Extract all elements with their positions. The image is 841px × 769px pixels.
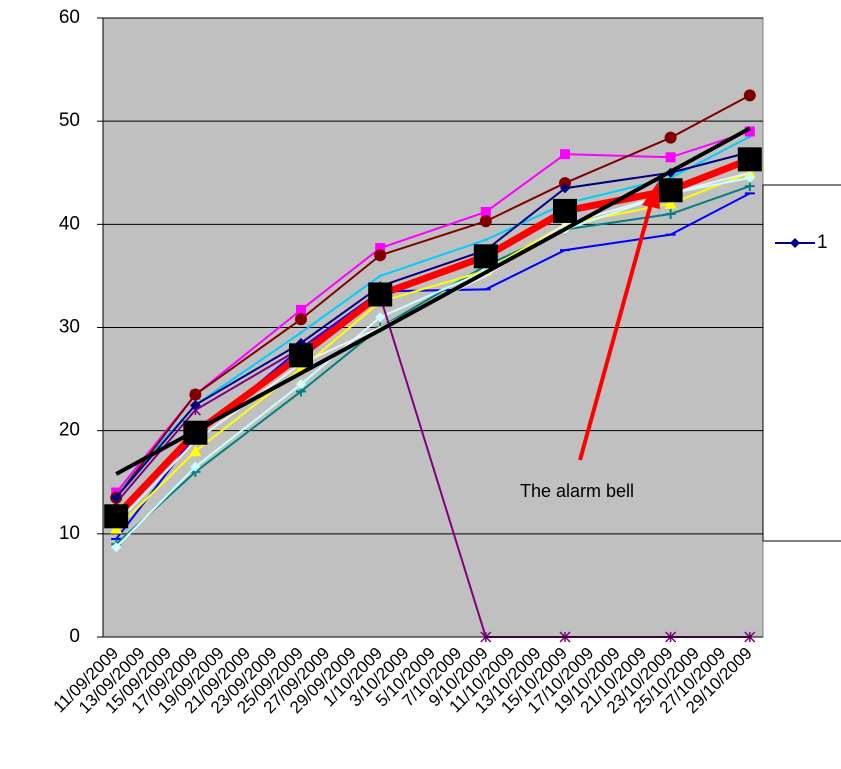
marker bbox=[484, 238, 488, 242]
marker bbox=[664, 197, 677, 209]
y-tick-label: 60 bbox=[59, 7, 80, 28]
series-line bbox=[115, 130, 751, 494]
marker bbox=[484, 274, 488, 278]
marker bbox=[104, 504, 129, 529]
marker bbox=[560, 149, 570, 160]
annotation-arrow bbox=[578, 199, 654, 461]
grid bbox=[103, 17, 763, 535]
marker bbox=[190, 461, 201, 472]
annotation: The alarm bell bbox=[520, 481, 634, 501]
marker bbox=[375, 312, 386, 323]
marker bbox=[665, 152, 676, 163]
y-tick-label: 20 bbox=[59, 420, 80, 441]
marker bbox=[479, 215, 492, 228]
marker bbox=[295, 313, 307, 326]
marker bbox=[559, 177, 571, 190]
marker bbox=[748, 171, 752, 175]
series bbox=[110, 89, 756, 504]
marker bbox=[299, 331, 303, 335]
series-line bbox=[115, 185, 751, 545]
marker bbox=[664, 131, 677, 144]
marker bbox=[480, 206, 491, 217]
y-tick-label: 40 bbox=[59, 213, 80, 234]
marker bbox=[111, 492, 122, 503]
marker bbox=[658, 178, 683, 203]
marker bbox=[375, 243, 386, 254]
y-tick-label: 30 bbox=[59, 317, 80, 338]
marker bbox=[744, 172, 755, 183]
arrow-head bbox=[642, 182, 660, 209]
legend-box bbox=[762, 184, 841, 542]
series-lines bbox=[104, 89, 762, 643]
legend-label: 1 bbox=[817, 232, 828, 253]
marker bbox=[189, 388, 202, 401]
series-line bbox=[115, 151, 751, 499]
marker bbox=[560, 183, 570, 194]
legend: 1 bbox=[775, 232, 828, 253]
marker bbox=[111, 542, 122, 553]
marker bbox=[563, 222, 567, 226]
y-tick-label: 0 bbox=[69, 626, 80, 647]
marker bbox=[665, 209, 676, 220]
marker bbox=[368, 282, 393, 307]
marker bbox=[296, 379, 306, 390]
trendline bbox=[115, 126, 751, 476]
marker bbox=[190, 399, 201, 410]
marker bbox=[553, 198, 577, 223]
marker bbox=[473, 244, 498, 269]
marker bbox=[743, 89, 756, 102]
marker bbox=[289, 343, 313, 368]
marker bbox=[744, 126, 755, 137]
legend-marker bbox=[790, 238, 800, 248]
y-tick-label: 50 bbox=[59, 110, 80, 131]
marker bbox=[374, 249, 387, 262]
marker bbox=[189, 445, 202, 457]
y-tick-label: 10 bbox=[59, 523, 80, 544]
marker bbox=[737, 147, 762, 172]
series-line bbox=[115, 94, 751, 499]
marker bbox=[296, 304, 306, 315]
marker bbox=[378, 274, 382, 278]
